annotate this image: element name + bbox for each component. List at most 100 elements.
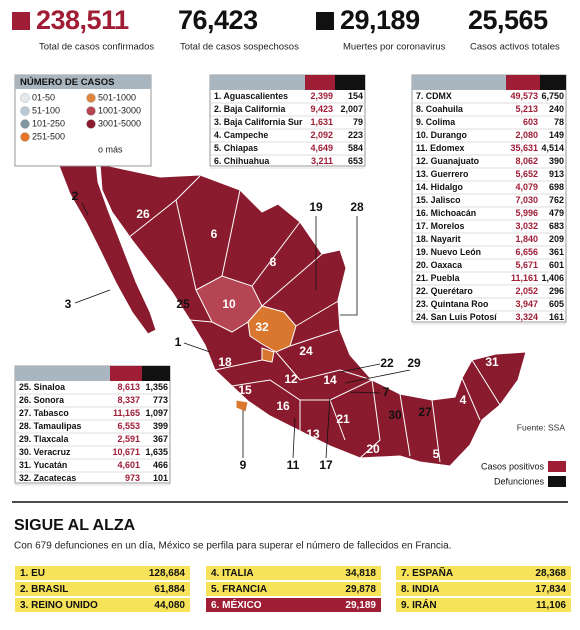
state-deaths: 209 [549,234,564,244]
country-row [206,566,381,580]
state-name: 1. Aguascalientes [214,91,288,101]
map-label: 22 [380,356,394,370]
map-label: 16 [276,399,290,413]
country-name: 2. BRASIL [20,584,68,595]
country-name: 5. FRANCIA [211,584,267,595]
state-name: 11. Edomex [416,143,465,153]
state-cases: 4,601 [117,460,140,470]
map-label: 13 [306,427,320,441]
state-name: 9. Colima [416,117,455,127]
map-label: 26 [136,207,150,221]
key-cases-swatch [548,461,566,472]
legend-label: 251-500 [32,131,65,141]
country-row [396,566,571,580]
state-cases: 9,423 [310,104,333,114]
legend-swatch [20,93,30,103]
state-name: 20. Oaxaca [416,260,462,270]
state-cases: 3,947 [515,299,538,309]
state-name: 15. Jalisco [416,195,461,205]
stat-value: 29,189 [340,5,420,35]
country-name: 1. EU [20,568,45,579]
state-name: 31. Yucatán [19,460,67,470]
state-deaths: 1,356 [145,382,168,392]
map-label: 17 [319,458,333,472]
state-name: 26. Sonora [19,395,64,405]
legend-note: o más [98,144,123,154]
map-label: 2 [72,189,79,203]
state-cases: 5,213 [515,104,538,114]
state-cases: 603 [523,117,538,127]
map-label: 19 [309,200,323,214]
state-deaths: 605 [549,299,564,309]
state-deaths: 653 [348,156,363,166]
state-cases: 3,032 [515,221,538,231]
state-name: 22. Querétaro [416,286,473,296]
state-name: 10. Durango [416,130,467,140]
table-header-deaths [335,75,365,90]
table-header [15,366,110,381]
stat-label: Total de casos confirmados [39,42,154,53]
state-name: 32. Zacatecas [19,473,76,483]
state-name: 27. Tabasco [19,408,69,418]
map-label: 27 [418,405,432,419]
key-cases: Casos positivos [481,461,545,471]
map-label: 15 [238,383,252,397]
map-label: 14 [323,373,337,387]
state-name: 17. Morelos [416,221,465,231]
colima [235,399,249,413]
state-deaths: 1,406 [541,273,564,283]
state-cases: 6,656 [515,247,538,257]
legend-label: 01-50 [32,92,55,102]
state-deaths: 161 [549,312,564,322]
state-cases: 8,062 [515,156,538,166]
state-cases: 3,324 [515,312,538,322]
state-name: 6. Chihuahua [214,156,269,166]
state-name: 2. Baja California [214,104,285,114]
table-header [412,75,506,90]
state-name: 7. CDMX [416,91,452,101]
country-row [15,598,190,612]
country-row [15,566,190,580]
map-label: 29 [407,356,421,370]
map-label: 1 [175,335,182,349]
legend-swatch [86,119,96,129]
key-deaths-swatch [548,476,566,487]
stat-value: 238,511 [36,5,129,35]
map-label: 23 [512,385,526,399]
state-deaths: 399 [153,421,168,431]
state-deaths: 240 [549,104,564,114]
map-label: 8 [270,255,277,269]
key-deaths: Defunciones [494,476,545,486]
legend-label: 3001-5000 [98,118,141,128]
state-name: 30. Veracruz [19,447,71,457]
legend-swatch [20,119,30,129]
country-row [206,598,381,612]
country-row [206,582,381,596]
stat-label: Total de casos sospechosos [180,42,299,53]
state-deaths: 773 [153,395,168,405]
state-deaths: 466 [153,460,168,470]
table-header-deaths [540,75,566,90]
state-name: 14. Hidalgo [416,182,464,192]
map-label: 20 [366,442,380,456]
country-row [396,582,571,596]
state-cases: 7,030 [515,195,538,205]
map-label: 7 [383,385,390,399]
state-cases: 10,671 [112,447,140,457]
state-deaths: 2,007 [340,104,363,114]
stat-label: Muertes por coronavirus [343,42,446,53]
country-name: 7. ESPAÑA [401,566,453,579]
state-name: 25. Sinaloa [19,382,65,392]
map: 2 26 3 6 19 28 8 25 10 32 1 24 22 29 18 … [57,161,527,472]
state-cases: 6,553 [117,421,140,431]
state-cases: 2,052 [515,286,538,296]
state-deaths: 367 [153,434,168,444]
state-deaths: 79 [353,117,363,127]
legend-swatch [86,106,96,116]
state-cases: 5,671 [515,260,538,270]
legend-box [14,74,152,167]
state-deaths: 78 [554,117,564,127]
state-cases: 4,079 [515,182,538,192]
legend-label: 51-100 [32,105,60,115]
